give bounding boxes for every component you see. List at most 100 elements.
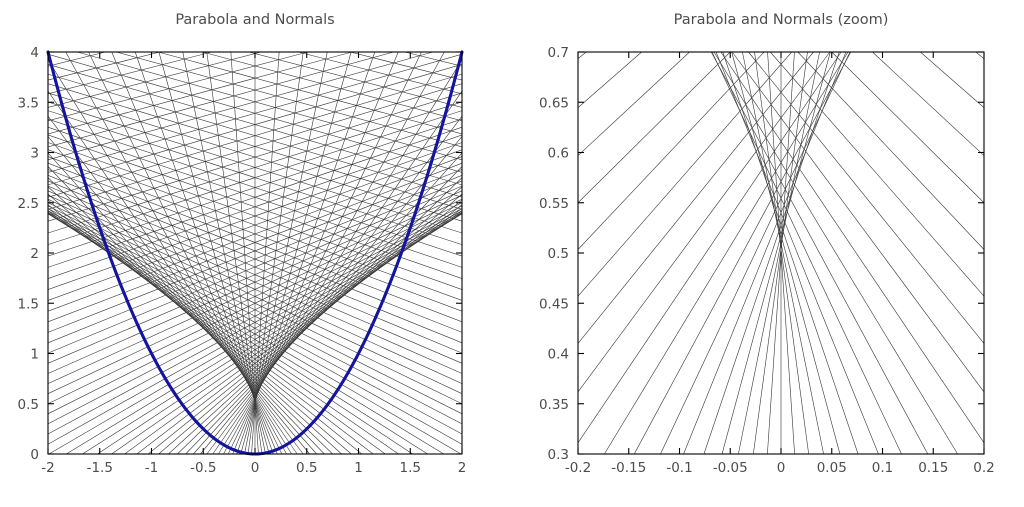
y-tick-label: 1 [30,347,39,363]
normal-line [738,51,820,455]
chart-title-left: Parabola and Normals [175,12,334,28]
normal-line [182,51,266,455]
normal-line [47,208,386,455]
x-tick-label: 0.1 [872,460,893,476]
x-tick-label: -0.15 [611,460,646,476]
normal-line [47,169,463,333]
x-tick-label: -0.1 [666,460,692,476]
normal-line [577,51,842,444]
normal-line [713,51,958,455]
normal-line [47,205,463,415]
normal-line [47,101,463,234]
y-tick-label: 0.3 [548,447,569,463]
normal-line [47,51,352,135]
normal-line [731,51,841,455]
normal-line [47,51,106,67]
normal-line [604,51,849,455]
normal-line [797,51,985,250]
normal-line [831,51,985,203]
normal-line [577,51,731,203]
x-tick-label: 1 [354,460,363,476]
normal-line [47,73,463,198]
normal-line [298,51,463,95]
x-tick-label: 0.15 [918,460,948,476]
x-tick-label: -2 [41,460,54,476]
normal-line [633,51,852,455]
normal-line [731,51,985,393]
normal-line [660,51,851,455]
normal-line [158,51,463,135]
x-tick-label: -0.5 [190,460,216,476]
normal-line [136,204,463,455]
normal-line [47,210,463,435]
normal-line [47,185,463,364]
normal-line [715,51,879,455]
x-tick-label: 0.5 [296,460,317,476]
normal-line [47,190,463,374]
normal-line [77,51,463,161]
normal-line [47,118,463,257]
normal-line [47,136,310,455]
normal-line [920,51,985,108]
normal-line [47,199,363,455]
normal-lines-group-right [577,51,985,455]
plot-frame-left [47,51,463,455]
normal-line [47,156,463,312]
normal-line [47,59,292,455]
chart-panel-right: Parabola and Normals (zoom) -0.2 -0.15 -0.… [512,0,1024,507]
y-tick-label: 0.7 [548,45,569,61]
normal-line [577,51,831,393]
y-axis-tick-labels-left: 0 0.5 1 1.5 2 2.5 3 3.5 4 [18,45,39,463]
normal-line [47,213,444,455]
normal-line [722,51,859,455]
normal-line [47,202,463,405]
normal-line [577,51,814,344]
normal-line [47,213,428,455]
normal-line [88,51,283,455]
normal-line [47,194,463,384]
normal-line [248,51,463,108]
normal-line [770,51,985,297]
normal-line [577,51,690,156]
normal-line [721,51,831,455]
normal-line [47,83,463,210]
normal-line [47,126,463,268]
y-tick-label: 0.45 [539,296,569,312]
normal-line [47,51,394,148]
y-tick-label: 0.5 [548,246,569,262]
x-tick-label: -0.05 [713,460,748,476]
normal-line [404,51,463,67]
x-tick-label: 1.5 [400,460,421,476]
chart-svg-right: Parabola and Normals (zoom) -0.2 -0.15 -0.… [539,12,995,476]
normal-line [703,51,840,455]
normal-line [47,51,308,122]
y-tick-label: 0 [30,447,39,463]
normal-line [47,186,342,455]
normal-line [116,51,463,148]
y-tick-label: 3.5 [18,95,39,111]
x-tick-label: 0 [251,460,260,476]
y-tick-label: 0.6 [548,146,569,162]
normal-line [47,90,298,455]
normal-line [47,53,463,173]
normal-line [200,136,463,455]
y-tick-label: 0.55 [539,196,569,212]
x-tick-label: -1 [145,460,158,476]
y-tick-label: 0.4 [548,347,569,363]
chart-svg-left: Parabola and Normals -2 -1.5 -1 -0.5 0 0.5 1 1.… [18,12,467,476]
normal-line [240,51,352,455]
normal-line [47,63,463,186]
normal-line [683,51,847,455]
y-tick-label: 1.5 [18,296,39,312]
y-tick-label: 2 [30,246,39,262]
normal-line [975,51,985,59]
normal-line [47,162,463,323]
normal-line [47,208,463,425]
normal-line [754,51,809,455]
normal-line [244,51,328,455]
normal-line [47,142,463,290]
y-tick-label: 2.5 [18,196,39,212]
normal-line [47,92,463,222]
normal-line [47,193,352,455]
